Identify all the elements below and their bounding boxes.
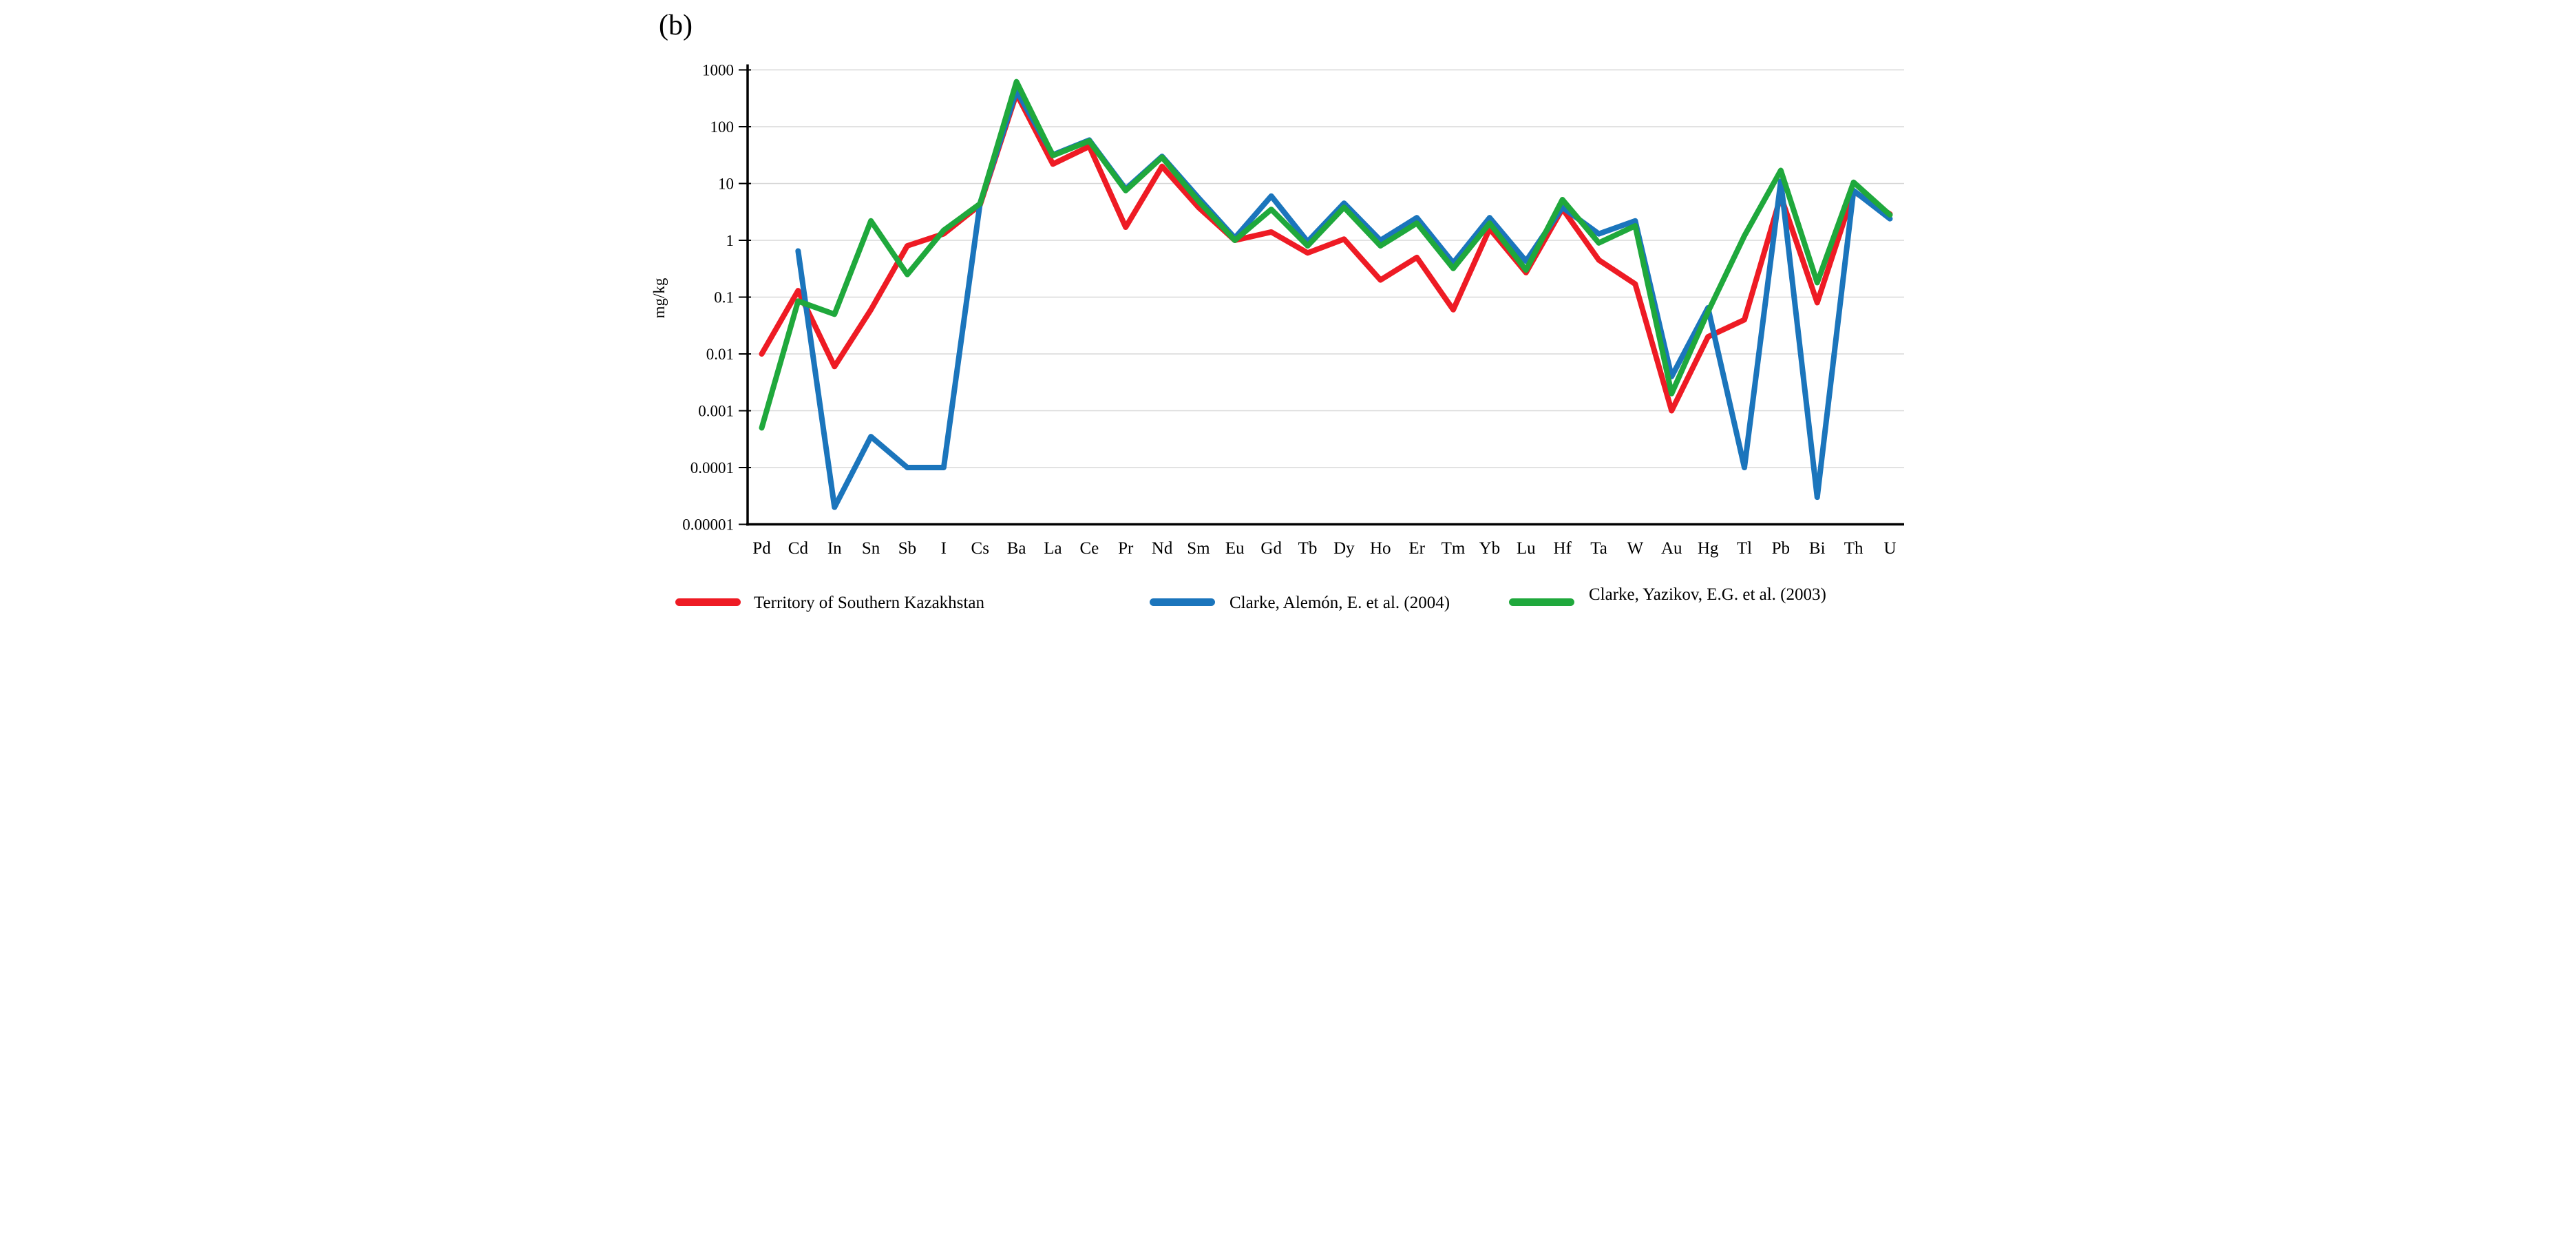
y-tick-label: 100 <box>710 118 734 136</box>
x-tick-label-Nd: Nd <box>1151 539 1172 558</box>
y-tick-label: 0.001 <box>698 403 734 420</box>
y-tick-label: 10 <box>718 176 734 193</box>
legend-swatch-red-line <box>675 598 741 606</box>
legend-label-territory: Territory of Southern Kazakhstan <box>754 594 984 612</box>
x-tick-label-Tb: Tb <box>1298 539 1317 558</box>
x-tick-label-Sm: Sm <box>1187 539 1210 558</box>
figure-panel-b: (b) mg/kg 1000 100 10 1 0.1 0.01 0.001 0.0001 0.… <box>644 0 1932 624</box>
y-tick-label: 1 <box>726 232 734 249</box>
panel-label: (b) <box>659 10 693 41</box>
series-line-2 <box>759 78 1892 431</box>
x-tick-label-Ce: Ce <box>1079 539 1099 558</box>
x-tick-label-Ho: Ho <box>1370 539 1391 558</box>
x-tick-label-W: W <box>1627 539 1643 558</box>
log-line-chart: (b) mg/kg 1000 100 10 1 0.1 0.01 0.001 0.0001 0.… <box>651 10 1904 612</box>
x-tick-label-Gd: Gd <box>1260 539 1282 558</box>
x-tick-label-Pb: Pb <box>1771 539 1789 558</box>
x-tick-label-Er: Er <box>1408 539 1425 558</box>
x-tick-label-Ta: Ta <box>1590 539 1607 558</box>
x-tick-label-Sb: Sb <box>898 539 916 558</box>
legend: Territory of Southern Kazakhstan Clarke,… <box>675 585 1826 612</box>
legend-item-clarke-alemon: Clarke, Alemón, E. et al. (2004) <box>1149 594 1450 612</box>
x-tick-label-Eu: Eu <box>1225 539 1244 558</box>
y-tick-label: 0.1 <box>714 289 734 306</box>
axes <box>746 64 1904 526</box>
x-tick-label-U: U <box>1883 539 1896 558</box>
legend-swatch-green-line <box>1508 598 1574 606</box>
y-axis-title: mg/kg <box>651 277 668 318</box>
x-tick-label-Pr: Pr <box>1118 539 1134 558</box>
x-tick-label-Yb: Yb <box>1479 539 1500 558</box>
y-tick-label: 1000 <box>702 62 734 79</box>
y-tick-label: 0.00001 <box>682 516 734 534</box>
legend-item-clarke-yazikov: Clarke, Yazikov, E.G. et al. (2003) <box>1508 585 1826 606</box>
x-tick-label-Pd: Pd <box>752 539 771 558</box>
x-tick-label-Th: Th <box>1844 539 1863 558</box>
x-tick-label-Tm: Tm <box>1441 539 1465 558</box>
legend-swatch-blue-line <box>1149 598 1215 606</box>
x-tick-label-Ba: Ba <box>1006 539 1026 558</box>
y-tick-labels: 1000 100 10 1 0.1 0.01 0.001 0.0001 0.00001 <box>682 62 734 534</box>
x-tick-labels: Pd Cd In Sn Sb I Cs Ba La Ce Pr Nd Sm Eu Gd Tb Dy Ho Er Tm Y… <box>752 539 1896 558</box>
y-axis-ticks <box>738 69 751 525</box>
x-tick-label-Au: Au <box>1660 539 1682 558</box>
x-tick-label-Sn: Sn <box>861 539 880 558</box>
x-tick-label-Lu: Lu <box>1516 539 1535 558</box>
x-tick-label-Cd: Cd <box>788 539 808 558</box>
x-tick-label-I: I <box>940 539 946 558</box>
x-tick-label-Cs: Cs <box>971 539 989 558</box>
x-tick-label-Tl: Tl <box>1736 539 1751 558</box>
legend-item-territory: Territory of Southern Kazakhstan <box>675 594 984 612</box>
series-line-1 <box>794 87 1892 510</box>
legend-label-clarke-yazikov: Clarke, Yazikov, E.G. et al. (2003) <box>1589 585 1826 604</box>
x-tick-label-Hf: Hf <box>1553 539 1572 558</box>
y-tick-label: 0.01 <box>706 346 733 363</box>
x-tick-label-Hg: Hg <box>1697 539 1718 558</box>
x-tick-label-In: In <box>827 539 841 558</box>
x-tick-label-La: La <box>1044 539 1062 558</box>
x-tick-label-Dy: Dy <box>1333 539 1355 558</box>
x-tick-label-Bi: Bi <box>1808 539 1825 558</box>
series-lines <box>759 78 1892 510</box>
gridlines <box>747 69 1904 525</box>
y-tick-label: 0.0001 <box>690 459 733 476</box>
legend-label-clarke-alemon: Clarke, Alemón, E. et al. (2004) <box>1229 594 1450 612</box>
